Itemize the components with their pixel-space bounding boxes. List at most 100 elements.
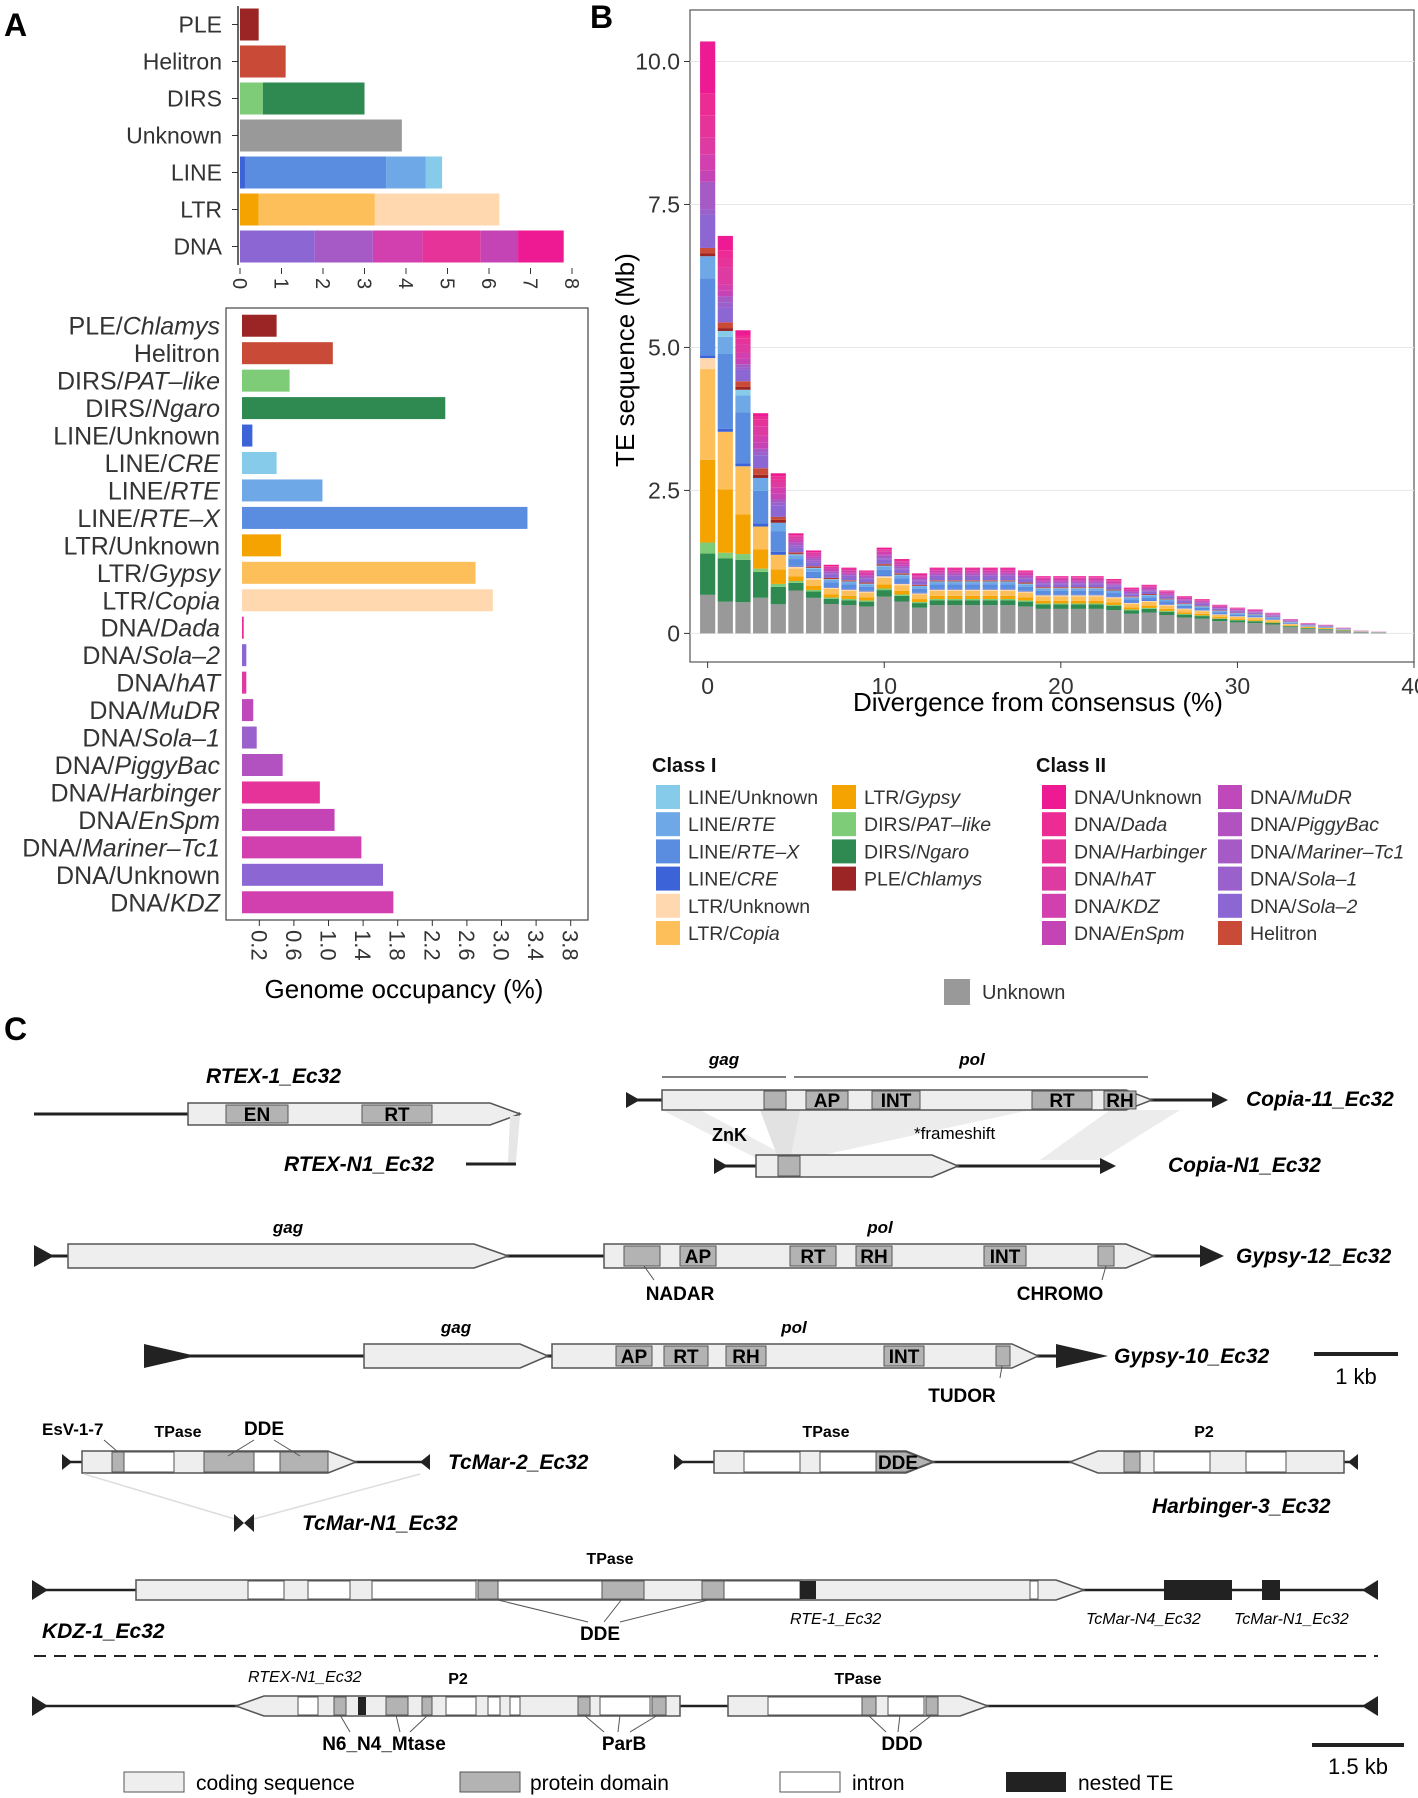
kdz-dde-1	[477, 1580, 499, 1600]
b-bar-segment	[1053, 577, 1069, 579]
a-bottom-label: DNA/MuDR	[89, 697, 220, 725]
b-bar-segment	[1053, 600, 1069, 604]
legend-swatch	[1042, 839, 1066, 864]
legend-entry: DNA/KDZ	[1074, 896, 1161, 918]
b-bar-segment	[841, 605, 857, 634]
b-bar-segment	[1017, 578, 1034, 580]
b-bar-segment	[788, 553, 804, 555]
b-bar-segment	[858, 576, 875, 579]
b-bar-segment	[1247, 610, 1263, 612]
b-bar-segment	[964, 570, 981, 573]
b-bar-segment	[1000, 580, 1016, 581]
tpase-harb-label: TPase	[802, 1424, 849, 1441]
legend-entry: LINE/Unknown	[688, 787, 818, 809]
b-bar-segment	[717, 302, 733, 308]
bottom-tpase-d1	[861, 1696, 877, 1716]
b-bar-segment	[841, 573, 857, 576]
b-bar-segment	[735, 369, 751, 382]
legend-entry: DNA/Mariner–Tc1	[1250, 841, 1404, 863]
b-bar-segment	[894, 564, 910, 567]
b-bar-segment	[982, 605, 998, 634]
b-bar-segment	[1088, 588, 1104, 589]
b-ytick-label: 0	[667, 620, 680, 646]
b-bar-segment	[1159, 604, 1175, 606]
a-bottom-label: Helitron	[134, 340, 220, 368]
b-bar-segment	[717, 322, 733, 329]
b-bar-segment	[717, 431, 733, 490]
b-bar-segment	[1088, 578, 1104, 581]
legend-swatch	[1218, 785, 1242, 809]
b-bar-segment	[770, 551, 786, 555]
b-bar-segment	[1088, 584, 1104, 588]
bottom-p2-i1	[297, 1696, 319, 1716]
copia11-int-label: INT	[881, 1091, 912, 1112]
dde-pointer-2	[273, 1439, 301, 1457]
parb-ptr-2	[629, 1714, 659, 1733]
ddd-ptr-1	[867, 1714, 887, 1733]
b-bar-segment	[982, 577, 998, 581]
b-bar-segment	[735, 367, 751, 370]
b-bar-segment	[1212, 604, 1228, 606]
b-bar-segment	[1194, 603, 1210, 604]
b-bar-segment	[823, 586, 839, 588]
b-bar-segment	[1017, 576, 1034, 579]
gypsy12-ap	[679, 1245, 717, 1267]
a-top-xtick-label: 8	[560, 278, 582, 289]
b-bar-segment	[964, 580, 981, 581]
legend-nested-swatch	[1006, 1772, 1066, 1792]
b-bar-segment	[858, 583, 875, 585]
b-bar-segment	[788, 555, 804, 560]
b-bar-segment	[841, 588, 857, 590]
b-bar-segment	[1053, 583, 1069, 585]
b-bar-segment	[788, 540, 804, 543]
a-bottom-xtick-label: 3.4	[523, 930, 548, 961]
b-bar-segment	[841, 567, 857, 569]
b-bar-segment	[841, 580, 857, 582]
b-bar-segment	[823, 603, 839, 634]
b-bar-segment	[1017, 582, 1034, 584]
b-bar-segment	[876, 563, 892, 565]
b-bar-segment	[1053, 581, 1069, 584]
b-bar-segment	[823, 587, 839, 589]
b-bar-segment	[929, 600, 945, 606]
b-bar-segment	[1212, 612, 1228, 615]
legend-entry: LINE/RTE	[688, 814, 776, 836]
b-ylabel: TE sequence (Mb)	[610, 253, 640, 467]
b-bar-segment	[1035, 583, 1051, 585]
b-bar-segment	[806, 591, 822, 598]
a-bottom-bar	[242, 891, 394, 914]
b-bar-segment	[894, 561, 910, 563]
b-bar-segment	[858, 600, 875, 602]
b-bar-segment	[770, 516, 786, 520]
b-bar-segment	[1070, 580, 1087, 582]
legend-entry: DNA/Sola–1	[1250, 869, 1357, 891]
pol-gypsy12: pol	[866, 1218, 894, 1237]
kdz-dde-3	[701, 1580, 725, 1600]
b-bar-segment	[1300, 625, 1316, 627]
copia11-rh-label: RH	[1106, 1091, 1133, 1112]
b-bar-segment	[1088, 583, 1104, 585]
b-bar-segment	[964, 598, 981, 601]
gypsy10-gag	[363, 1343, 550, 1369]
a-top-bar-segment	[258, 193, 375, 226]
b-bar-segment	[858, 597, 875, 601]
b-bar-segment	[806, 567, 822, 569]
b-bar-segment	[806, 578, 822, 580]
b-bar-segment	[964, 567, 981, 569]
b-bar-segment	[1176, 596, 1193, 597]
label-kdz1: KDZ-1_Ec32	[42, 1620, 165, 1643]
b-bar-segment	[770, 522, 786, 532]
b-bar-segment	[964, 589, 981, 591]
b-xtick-label: 40	[1401, 673, 1418, 699]
b-bar-segment	[1176, 599, 1193, 601]
b-bar-segment	[876, 596, 892, 634]
n6-ptr-3	[409, 1714, 429, 1733]
b-bar-segment	[735, 559, 751, 603]
b-bar-segment	[1000, 572, 1016, 574]
b-bar-segment	[1229, 618, 1246, 620]
b-bar-segment	[1176, 597, 1193, 598]
b-bar-segment	[823, 579, 839, 580]
b-bar-segment	[1123, 592, 1140, 594]
b-bar-segment	[1194, 599, 1210, 600]
b-bar-segment	[858, 573, 875, 576]
